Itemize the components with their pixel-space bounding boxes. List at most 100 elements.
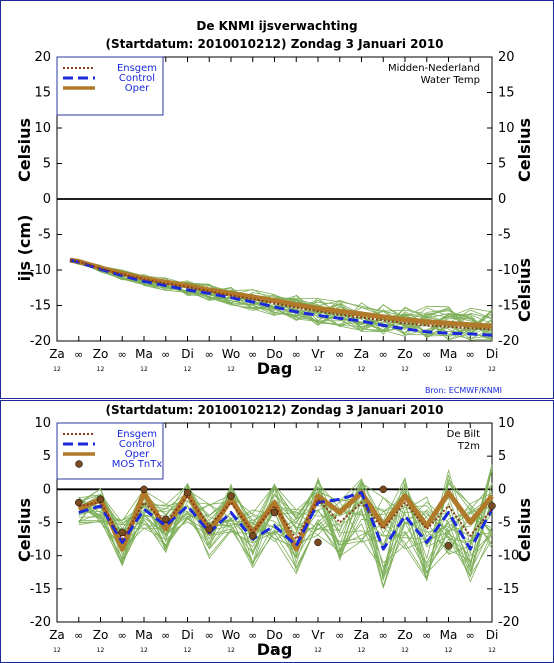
y-tick-label-left: -15 bbox=[30, 582, 51, 597]
x-tick-label: ∞ bbox=[292, 348, 301, 361]
x-tick-sublabel: 12 bbox=[358, 647, 366, 654]
y-tick-label-left: -5 bbox=[38, 228, 51, 243]
mos-point bbox=[118, 528, 126, 537]
y-tick-label-right: 5 bbox=[498, 449, 506, 464]
x-tick-label: ∞ bbox=[466, 348, 475, 361]
x-tick-sublabel: 12 bbox=[271, 647, 279, 654]
x-tick-sublabel: 12 bbox=[184, 647, 192, 654]
source-credit: Bron: ECMWF/KNMI bbox=[425, 386, 502, 395]
x-tick-label: Ma bbox=[440, 628, 458, 642]
mos-point bbox=[140, 485, 148, 494]
x-tick-sublabel: 12 bbox=[271, 366, 279, 373]
x-tick-sublabel: 12 bbox=[184, 366, 192, 373]
x-axis-label: Dag bbox=[257, 359, 293, 378]
mos-point bbox=[96, 495, 105, 504]
y-tick-label-left: -10 bbox=[30, 549, 51, 564]
x-tick-sublabel: 12 bbox=[488, 647, 496, 654]
y-tick-label-right: -5 bbox=[498, 516, 511, 531]
y-tick-label-left: 5 bbox=[43, 157, 51, 172]
x-tick-label: ∞ bbox=[118, 629, 127, 642]
y-tick-label-right: -10 bbox=[498, 263, 519, 278]
legend-label-mos: MOS TnTx bbox=[112, 459, 163, 470]
y-axis-label-right-lower: Celsius bbox=[515, 258, 534, 322]
y-tick-label-right: -5 bbox=[498, 228, 511, 243]
y-tick-label-left: 0 bbox=[43, 482, 51, 497]
x-tick-label: Di bbox=[486, 628, 499, 642]
x-tick-label: Zo bbox=[93, 347, 109, 361]
x-tick-label: Zo bbox=[397, 347, 413, 361]
x-tick-sublabel: 12 bbox=[227, 647, 235, 654]
x-tick-label: ∞ bbox=[292, 629, 301, 642]
y-tick-label-right: -10 bbox=[498, 549, 519, 564]
mos-point bbox=[314, 538, 322, 547]
x-tick-label: Zo bbox=[93, 628, 109, 642]
ensemble-member-line bbox=[78, 486, 493, 559]
x-tick-label: Di bbox=[181, 347, 194, 361]
y-tick-label-right: -15 bbox=[498, 299, 519, 314]
series-line-ensgem bbox=[69, 259, 493, 331]
y-tick-label-left: 5 bbox=[43, 449, 51, 464]
mos-point bbox=[162, 515, 170, 523]
y-tick-label-left: -5 bbox=[38, 516, 51, 531]
y-tick-label-left: -20 bbox=[30, 615, 51, 630]
legend-label-control: Control bbox=[119, 73, 155, 84]
x-tick-label: Vr bbox=[311, 347, 324, 361]
x-tick-sublabel: 12 bbox=[53, 647, 61, 654]
y-tick-label-right: 15 bbox=[498, 86, 515, 101]
x-tick-sublabel: 12 bbox=[97, 647, 105, 654]
mos-point bbox=[227, 492, 235, 500]
y-tick-label-left: -20 bbox=[30, 334, 51, 349]
y-tick-label-right: 0 bbox=[498, 192, 506, 207]
x-axis-label: Dag bbox=[257, 640, 293, 659]
x-tick-label: Za bbox=[49, 628, 65, 642]
x-tick-label: Ma bbox=[440, 347, 458, 361]
x-tick-label: Ma bbox=[135, 347, 153, 361]
x-tick-label: Zo bbox=[397, 628, 413, 642]
y-tick-label-right: 10 bbox=[498, 121, 515, 136]
y-axis-label-right-upper: Celsius bbox=[515, 118, 534, 182]
legend-label-control: Control bbox=[119, 439, 155, 450]
legend-box bbox=[56, 56, 164, 116]
x-tick-label: ∞ bbox=[335, 629, 344, 642]
ensemble-member-line bbox=[78, 464, 493, 569]
x-tick-sublabel: 12 bbox=[140, 366, 148, 373]
x-tick-label: ∞ bbox=[205, 629, 214, 642]
x-tick-sublabel: 12 bbox=[314, 647, 322, 654]
y-axis-label-left-upper: Celsius bbox=[15, 118, 34, 182]
y-tick-label-right: -15 bbox=[498, 582, 519, 597]
y-tick-label-right: 0 bbox=[498, 482, 506, 497]
series-line-control bbox=[78, 491, 494, 551]
x-tick-label: Di bbox=[181, 628, 194, 642]
x-tick-label: ∞ bbox=[422, 348, 431, 361]
mos-point bbox=[379, 485, 387, 494]
x-tick-label: ∞ bbox=[379, 629, 388, 642]
panel-subtitle: (Startdatum: 2010010212) Zondag 3 Januar… bbox=[105, 37, 443, 51]
x-tick-label: ∞ bbox=[118, 348, 127, 361]
x-tick-label: ∞ bbox=[422, 629, 431, 642]
x-tick-label: ∞ bbox=[248, 348, 257, 361]
x-tick-label: Wo bbox=[222, 347, 241, 361]
x-tick-label: Di bbox=[486, 347, 499, 361]
y-tick-label-left: 10 bbox=[34, 121, 51, 136]
mos-point bbox=[249, 532, 257, 540]
x-tick-sublabel: 12 bbox=[401, 366, 409, 373]
y-tick-label-right: 10 bbox=[498, 416, 515, 431]
mos-point bbox=[270, 508, 279, 517]
x-tick-sublabel: 12 bbox=[53, 366, 61, 373]
ensemble-member-line bbox=[78, 489, 493, 578]
y-axis-label-left-lower: ijs (cm) bbox=[15, 215, 34, 282]
y-tick-label-left: -15 bbox=[30, 299, 51, 314]
legend-label-oper: Oper bbox=[125, 83, 150, 94]
x-tick-sublabel: 12 bbox=[401, 647, 409, 654]
x-tick-label: Za bbox=[49, 347, 65, 361]
chart-title: De KNMI ijsverwachting bbox=[196, 19, 357, 33]
x-tick-sublabel: 12 bbox=[97, 366, 105, 373]
x-tick-label: ∞ bbox=[248, 629, 257, 642]
panel-subtitle: (Startdatum: 2010010212) Zondag 3 Januar… bbox=[105, 403, 443, 417]
location-annotation: Water Temp bbox=[421, 75, 480, 86]
x-tick-label: Za bbox=[354, 347, 370, 361]
x-tick-label: ∞ bbox=[466, 629, 475, 642]
mos-point bbox=[75, 498, 83, 507]
